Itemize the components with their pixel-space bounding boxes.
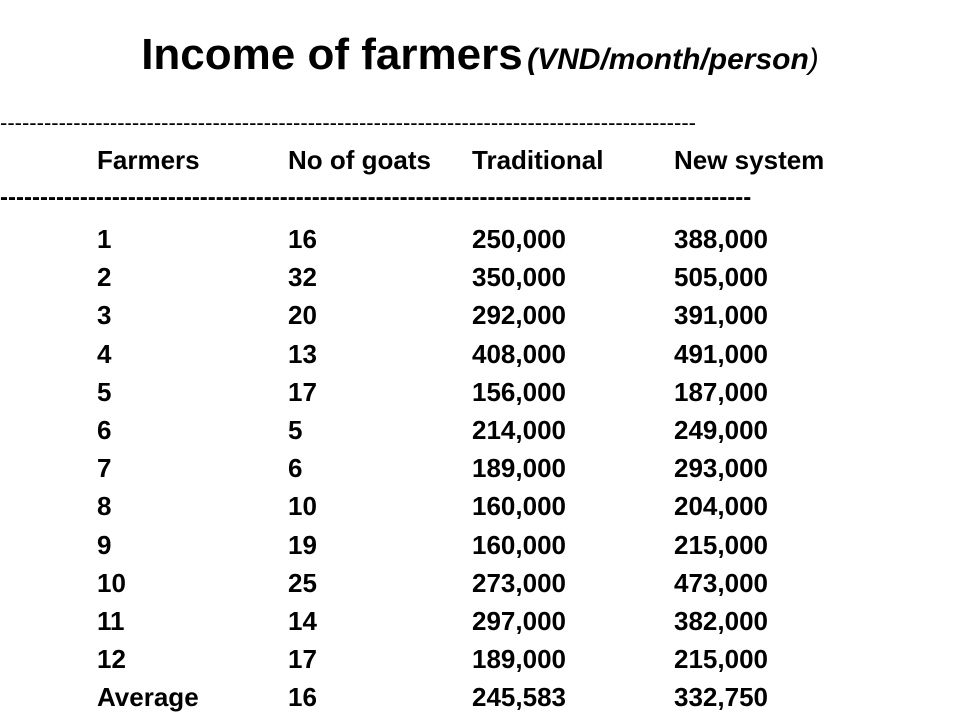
- cell-new-system: 187,000: [674, 376, 768, 407]
- cell-farmer: 12: [97, 644, 126, 675]
- cell-goats: 17: [288, 376, 317, 407]
- table-row: 8 10 160,000 204,000: [0, 487, 960, 525]
- cell-new-system: 391,000: [674, 300, 768, 331]
- cell-traditional: 245,583: [472, 682, 566, 713]
- cell-new-system: 505,000: [674, 262, 768, 293]
- cell-farmer: 11: [97, 606, 125, 636]
- table-row: 12 17 189,000 215,000: [0, 640, 960, 678]
- table-row: 9 19 160,000 215,000: [0, 526, 960, 564]
- table-row: 5 17 156,000 187,000: [0, 373, 960, 411]
- cell-goats: 20: [288, 300, 317, 331]
- cell-goats: 6: [288, 453, 303, 484]
- table-header-row: Farmers No of goats Traditional New syst…: [0, 141, 960, 179]
- cell-traditional: 297,000: [472, 606, 566, 636]
- page-title: Income of farmers (VND/month/person): [0, 30, 960, 80]
- cell-farmer: 4: [97, 338, 112, 369]
- cell-traditional: 350,000: [472, 262, 566, 293]
- cell-new-system: 293,000: [674, 453, 768, 484]
- table-row: 6 5 214,000 249,000: [0, 411, 960, 449]
- cell-traditional: 408,000: [472, 338, 566, 369]
- table-row: 7 6 189,000 293,000: [0, 449, 960, 487]
- header-traditional: Traditional: [472, 145, 604, 175]
- cell-traditional: 189,000: [472, 453, 566, 484]
- cell-goats: 5: [288, 415, 303, 445]
- cell-goats: 14: [288, 606, 317, 636]
- cell-farmer: 10: [97, 567, 126, 598]
- cell-farmer: 1: [97, 224, 112, 254]
- cell-new-system: 473,000: [674, 567, 768, 598]
- title-main: Income of farmers: [141, 30, 523, 79]
- header-farmers: Farmers: [97, 145, 200, 175]
- cell-goats: 25: [288, 567, 317, 598]
- cell-new-system: 491,000: [674, 338, 768, 369]
- cell-new-system: 332,750: [674, 682, 768, 713]
- cell-new-system: 215,000: [674, 529, 768, 560]
- table-row-average: Average 16 245,583 332,750: [0, 678, 960, 716]
- cell-traditional: 250,000: [472, 224, 566, 254]
- cell-traditional: 214,000: [472, 415, 566, 445]
- cell-goats: 32: [288, 262, 317, 293]
- cell-new-system: 249,000: [674, 415, 768, 445]
- cell-farmer: 5: [97, 376, 112, 407]
- table-row: 4 13 408,000 491,000: [0, 335, 960, 373]
- table-row: 3 20 292,000 391,000: [0, 296, 960, 334]
- cell-farmer: 2: [97, 262, 112, 293]
- cell-farmer: Average: [97, 682, 199, 713]
- header-new-system: New system: [674, 145, 825, 175]
- cell-traditional: 160,000: [472, 491, 566, 522]
- table-row: 10 25 273,000 473,000: [0, 564, 960, 602]
- cell-traditional: 156,000: [472, 376, 566, 407]
- header-no-of-goats: No of goats: [288, 145, 431, 175]
- title-unit: (VND/month/person: [527, 43, 809, 76]
- cell-farmer: 9: [97, 529, 112, 560]
- cell-farmer: 3: [97, 300, 112, 331]
- dashed-rule-bottom: ----------------------------------------…: [0, 186, 752, 210]
- cell-traditional: 292,000: [472, 300, 566, 331]
- cell-traditional: 273,000: [472, 567, 566, 598]
- cell-goats: 16: [288, 682, 317, 713]
- cell-traditional: 189,000: [472, 644, 566, 675]
- title-unit-close: ): [808, 43, 819, 76]
- table-row: 11 14 297,000 382,000: [0, 602, 960, 640]
- cell-traditional: 160,000: [472, 529, 566, 560]
- cell-goats: 13: [288, 338, 317, 369]
- dashed-rule-top: ----------------------------------------…: [0, 112, 696, 134]
- cell-goats: 19: [288, 529, 317, 560]
- cell-new-system: 215,000: [674, 644, 768, 675]
- cell-goats: 16: [288, 224, 317, 254]
- cell-new-system: 388,000: [674, 224, 768, 254]
- cell-new-system: 204,000: [674, 491, 768, 522]
- cell-farmer: 8: [97, 491, 112, 522]
- cell-farmer: 7: [97, 453, 112, 484]
- table-row: 2 32 350,000 505,000: [0, 258, 960, 296]
- cell-goats: 17: [288, 644, 317, 675]
- cell-farmer: 6: [97, 415, 112, 445]
- cell-goats: 10: [288, 491, 317, 522]
- cell-new-system: 382,000: [674, 606, 768, 636]
- table-row: 1 16 250,000 388,000: [0, 220, 960, 258]
